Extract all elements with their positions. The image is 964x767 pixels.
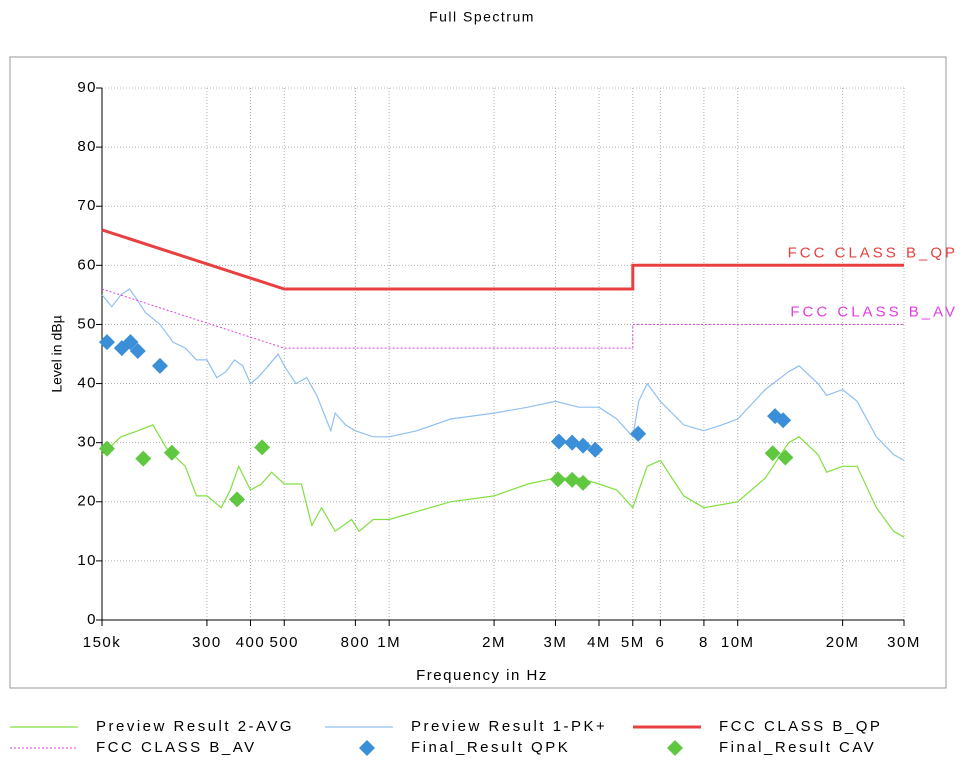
- legend-label: FCC CLASS B_QP: [719, 718, 882, 735]
- y-axis-label: Level in dBµ: [49, 315, 65, 392]
- x-tick-label: 4M: [587, 634, 611, 651]
- x-tick-label: 500: [269, 634, 299, 651]
- legend-label: Final_Result QPK: [411, 739, 570, 756]
- x-tick-label: 400: [236, 634, 266, 651]
- x-tick-label: 3M: [544, 634, 568, 651]
- marker: [229, 491, 246, 508]
- marker: [587, 441, 604, 458]
- series-line: [101, 288, 905, 461]
- y-tick-label: 80: [77, 138, 97, 155]
- x-tick-label: 6: [655, 634, 665, 651]
- chart-frame: [9, 56, 947, 689]
- marker: [549, 471, 566, 488]
- legend-label: Final_Result CAV: [719, 739, 876, 756]
- y-tick-label: 50: [77, 315, 97, 332]
- marker: [764, 445, 781, 462]
- plot-area: [101, 87, 905, 621]
- chart-title: Full Spectrum: [429, 9, 535, 25]
- x-tick-label: 1M: [377, 634, 401, 651]
- legend-marker: [667, 740, 683, 756]
- x-tick-label: 300: [192, 634, 222, 651]
- marker: [163, 444, 180, 461]
- x-tick-label: 5M: [621, 634, 645, 651]
- marker: [122, 334, 139, 351]
- y-tick-label: 60: [77, 256, 97, 273]
- marker: [575, 474, 592, 491]
- y-tick-label: 10: [77, 552, 97, 569]
- legend-label: FCC CLASS B_AV: [96, 739, 257, 756]
- marker: [630, 425, 647, 442]
- marker: [98, 440, 115, 457]
- x-tick-label: 30M: [887, 634, 921, 651]
- marker: [575, 437, 592, 454]
- x-tick-label: 800: [341, 634, 371, 651]
- marker: [129, 343, 146, 360]
- marker: [775, 412, 792, 429]
- x-tick-label: 150k: [83, 634, 122, 651]
- y-tick-label: 90: [77, 79, 97, 96]
- legend-marker: [359, 740, 375, 756]
- marker: [777, 449, 794, 466]
- y-tick-label: 20: [77, 493, 97, 510]
- y-tick-label: 70: [77, 197, 97, 214]
- legend-label: Preview Result 1-PK+: [411, 718, 607, 735]
- legend-label: Preview Result 2-AVG: [96, 718, 294, 735]
- series-line: [101, 228, 904, 291]
- y-tick-label: 0: [87, 611, 97, 628]
- x-tick-label: 8: [699, 634, 709, 651]
- marker: [151, 357, 168, 374]
- marker: [550, 433, 567, 450]
- x-tick-label: 2M: [482, 634, 506, 651]
- series-line: [101, 424, 905, 538]
- marker: [98, 334, 115, 351]
- series-line: [101, 288, 904, 349]
- line-annotation: FCC CLASS B_QP: [788, 244, 958, 261]
- y-tick-label: 40: [77, 375, 97, 392]
- marker: [135, 450, 152, 467]
- x-axis-label: Frequency in Hz: [416, 667, 548, 684]
- marker: [254, 439, 271, 456]
- x-tick-label: 20M: [826, 634, 860, 651]
- y-tick-label: 30: [77, 434, 97, 451]
- x-tick-label: 10M: [721, 634, 755, 651]
- line-annotation: FCC CLASS B_AV: [790, 303, 958, 320]
